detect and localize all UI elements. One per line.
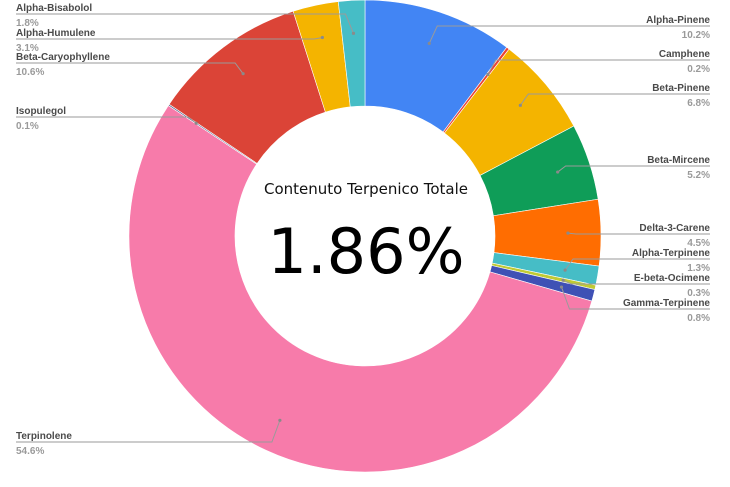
leader-alpha-pinene [428,25,710,44]
label-name-beta-caryophyllene: Beta-Caryophyllene [16,52,110,63]
leader-dot-alpha-pinene [427,41,431,46]
label-value-delta-3-carene: 4.5% [687,238,710,249]
label-name-isopulegol: Isopulegol [16,106,66,117]
label-value-alpha-humulene: 3.1% [16,43,39,54]
leader-alpha-bisabolol [16,13,354,34]
label-name-camphene: Camphene [659,49,711,60]
label-value-gamma-terpinene: 0.8% [687,313,710,324]
label-value-alpha-terpinene: 1.3% [687,263,710,274]
label-value-terpinolene: 54.6% [16,446,44,457]
leader-alpha-humulene [16,37,323,40]
leader-terpinolene [16,420,281,443]
label-name-beta-mircene: Beta-Mircene [647,155,710,166]
leader-dot-e-beta-ocimene [561,278,565,282]
label-value-beta-caryophyllene: 10.6% [16,67,44,78]
leader-beta-caryophyllene [16,62,244,74]
leader-dot-alpha-humulene [320,35,324,40]
leader-dot-terpinolene [278,418,282,422]
chart-slices [128,0,602,473]
leader-delta-3-carene [567,232,710,235]
leader-dot-camphene [486,72,490,77]
leader-dot-alpha-bisabolol [351,31,356,35]
leader-gamma-terpinene [561,286,710,310]
leader-lines [16,13,710,443]
label-name-e-beta-ocimene: E-beta-Ocimene [634,273,711,284]
label-value-alpha-bisabolol: 1.8% [16,18,39,29]
label-value-beta-mircene: 5.2% [687,170,710,181]
leader-isopulegol [16,116,197,124]
leader-dot-beta-pinene [518,103,522,107]
label-name-gamma-terpinene: Gamma-Terpinene [623,298,710,309]
leader-beta-pinene [519,93,710,106]
label-name-alpha-humulene: Alpha-Humulene [16,28,96,39]
leader-dot-delta-3-carene [566,231,570,235]
label-name-beta-pinene: Beta-Pinene [652,83,710,94]
leader-dot-alpha-terpinene [563,268,567,272]
slice-alpha-bisabolol [337,0,366,108]
label-name-alpha-pinene: Alpha-Pinene [646,15,710,26]
leader-beta-mircene [557,165,710,173]
center-value: 1.86% [268,215,465,288]
leader-dot-beta-mircene [556,170,560,174]
leader-dot-beta-caryophyllene [241,72,245,76]
slice-labels: Alpha-Pinene 10.2% Camphene 0.2% Beta-Pinene… [16,3,710,457]
leader-camphene [487,59,710,75]
leader-dot-isopulegol [194,121,198,125]
label-value-beta-pinene: 6.8% [687,98,710,109]
slice-terpinolene [128,105,593,473]
label-value-camphene: 0.2% [687,64,710,75]
leader-e-beta-ocimene [562,279,710,285]
label-value-e-beta-ocimene: 0.3% [687,288,710,299]
label-name-delta-3-carene: Delta-3-Carene [639,223,710,234]
label-name-terpinolene: Terpinolene [16,431,72,442]
label-value-isopulegol: 0.1% [16,121,39,132]
leader-alpha-terpinene [564,258,710,271]
label-name-alpha-terpinene: Alpha-Terpinene [632,248,711,259]
center-title: Contenuto Terpenico Totale [264,180,468,198]
label-name-alpha-bisabolol: Alpha-Bisabolol [16,3,92,14]
label-value-alpha-pinene: 10.2% [682,30,710,41]
leader-dot-gamma-terpinene [559,285,564,289]
